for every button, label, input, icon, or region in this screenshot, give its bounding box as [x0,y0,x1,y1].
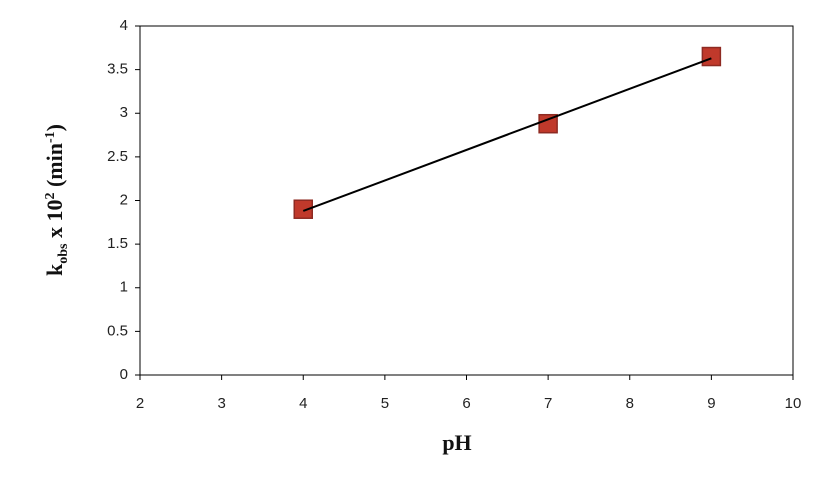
y-axis-title-part: -1 [43,131,58,143]
x-tick-label: 8 [626,395,634,412]
y-axis-title-part: ) [42,124,67,131]
x-tick-label: 4 [299,395,307,412]
marker [293,199,313,219]
y-tick-label: 3.5 [107,61,128,78]
plot-frame [139,25,794,376]
x-axis-title: pH [442,430,471,455]
y-axis-title-part: k [42,263,67,276]
y-tick-label: 0.5 [107,322,128,339]
y-tick-label: 2.5 [107,148,128,165]
y-tick-label: 0 [120,366,128,383]
y-axis-title-part: x 10 [42,200,67,244]
y-axis-title: kobs x 102 (min-1) [42,124,71,276]
x-tick-label: 2 [136,395,144,412]
y-axis-title-part: (min [42,143,67,193]
y-tick-label: 2 [120,191,128,208]
x-tick-label: 10 [785,395,802,412]
x-tick-label: 3 [217,395,225,412]
y-tick-label: 1 [120,279,128,296]
x-tick-label: 5 [381,395,389,412]
trendline [302,57,712,212]
y-tick-label: 3 [120,104,128,121]
y-axis-title-part: 2 [43,193,58,200]
x-tick-label: 9 [707,395,715,412]
marker [701,46,722,67]
y-axis-title-part: obs [56,243,71,264]
y-tick-label: 4 [120,17,128,34]
y-tick-label: 1.5 [107,235,128,252]
x-tick-label: 6 [462,395,470,412]
x-tick-label: 7 [544,395,552,412]
